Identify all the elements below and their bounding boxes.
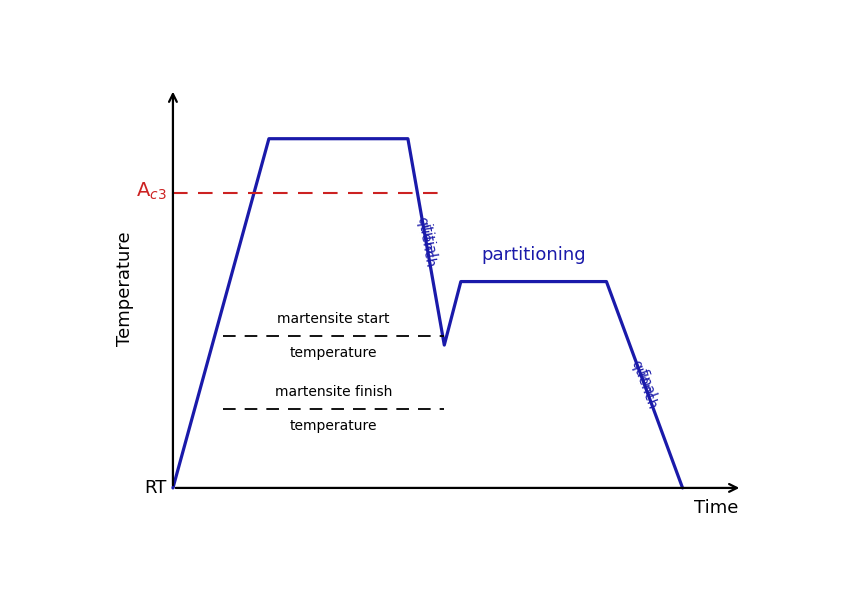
Text: A$_{c3}$: A$_{c3}$ <box>136 180 166 201</box>
Text: partitioning: partitioning <box>481 246 585 264</box>
Text: Time: Time <box>693 499 738 517</box>
Text: ititial: ititial <box>418 223 438 260</box>
Text: martensite start: martensite start <box>277 312 389 326</box>
Text: final: final <box>634 368 658 401</box>
Text: quench: quench <box>414 216 436 269</box>
Text: temperature: temperature <box>289 419 377 432</box>
Text: Temperature: Temperature <box>116 231 134 346</box>
Text: temperature: temperature <box>289 346 377 360</box>
Text: martensite finish: martensite finish <box>275 385 392 399</box>
Text: RT: RT <box>144 479 166 497</box>
Text: quench: quench <box>628 359 659 412</box>
